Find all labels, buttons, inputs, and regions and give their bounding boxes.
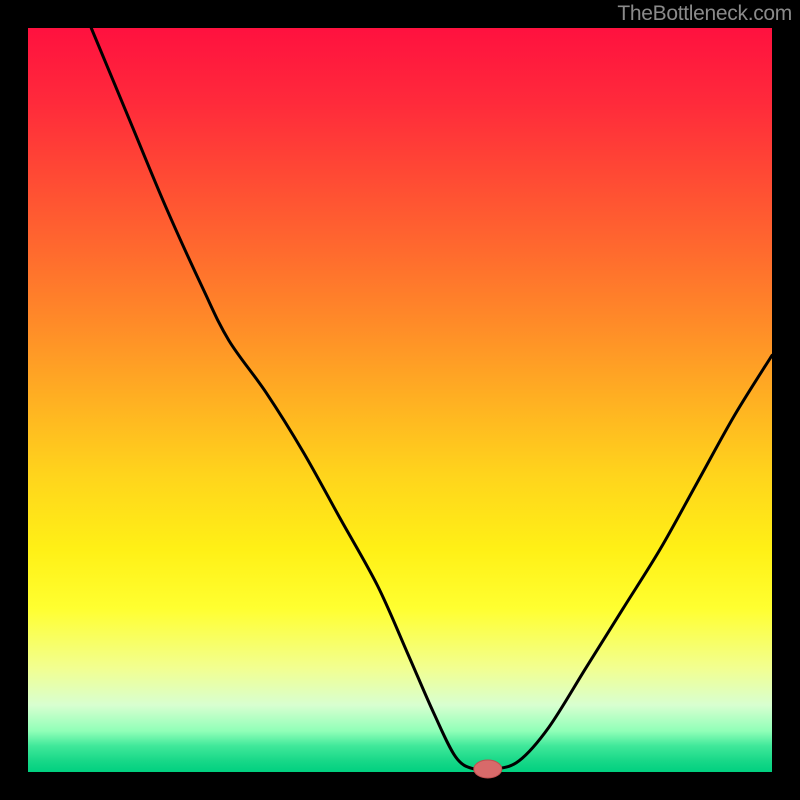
plot-background (28, 28, 772, 772)
watermark-label: TheBottleneck.com (617, 2, 792, 26)
bottleneck-chart (0, 0, 800, 800)
chart-root: { "watermark": "TheBottleneck.com", "cha… (0, 0, 800, 800)
optimum-marker (474, 760, 502, 778)
